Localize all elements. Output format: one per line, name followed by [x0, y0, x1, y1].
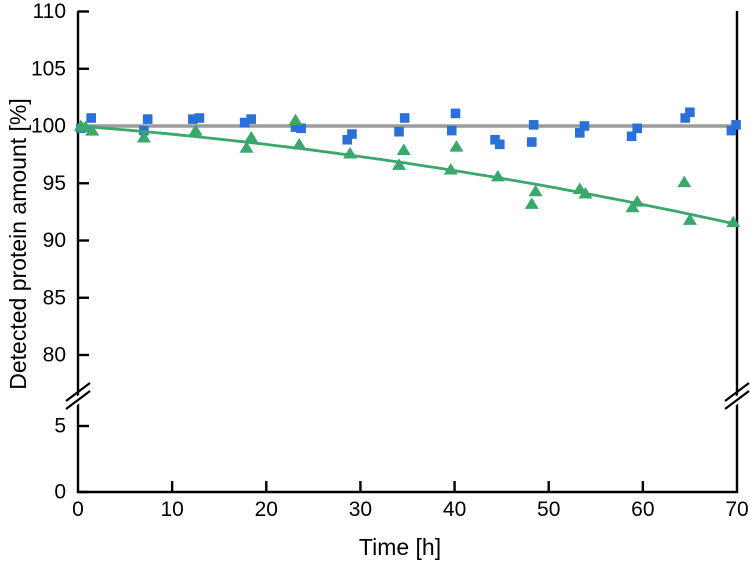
triangle-marker [239, 141, 254, 153]
square-marker [626, 131, 637, 142]
data-layer [73, 107, 741, 228]
square-marker [399, 113, 410, 123]
y-tick-label: 5 [54, 415, 66, 438]
square-marker [446, 125, 457, 136]
y-tick-label: 100 [31, 115, 66, 138]
square-marker [574, 128, 585, 138]
triangle-marker [524, 197, 539, 209]
triangle-marker [136, 130, 151, 143]
square-marker [526, 137, 537, 147]
square-marker [731, 120, 741, 130]
x-tick-label: 30 [349, 498, 372, 521]
triangle-marker [288, 113, 303, 126]
square-marker [394, 126, 404, 137]
triangle-marker [244, 130, 259, 143]
triangle-marker [578, 187, 593, 199]
square-marker [342, 134, 353, 145]
axis-break-slash [65, 390, 91, 410]
axis-break-slash [724, 382, 750, 402]
square-marker [290, 122, 301, 132]
square-marker [579, 121, 590, 131]
triangle-marker [630, 195, 645, 207]
x-tick-label: 70 [725, 498, 748, 521]
triangle-marker [343, 146, 358, 159]
square-marker [296, 123, 306, 134]
x-tick-label: 50 [537, 498, 560, 521]
y-tick-label: 0 [54, 481, 66, 504]
x-tick-label: 40 [443, 498, 466, 521]
y-tick-label: 105 [31, 57, 66, 80]
triangle-marker [449, 140, 464, 152]
y-axis-label: Detected protein amount [%] [5, 98, 31, 390]
triangle-marker [392, 158, 407, 170]
triangle-marker [726, 215, 741, 228]
square-marker [528, 120, 539, 130]
square-marker [632, 123, 643, 134]
square-marker [685, 107, 695, 118]
triangle-marker [85, 124, 100, 136]
text-layer: Time [h] Detected protein amount [%] 80 8… [5, 0, 749, 560]
triangle-marker [490, 169, 505, 182]
square-marker [86, 113, 96, 123]
y-tick-label: 110 [33, 0, 66, 23]
axis-break-slash [724, 390, 750, 410]
y-tick-label: 90 [43, 229, 66, 252]
triangle-marker [396, 143, 411, 156]
square-marker [142, 114, 153, 124]
x-tick-label: 60 [631, 498, 654, 521]
square-marker [347, 129, 357, 139]
square-marker [680, 113, 691, 123]
y-tick-label: 85 [43, 286, 66, 309]
triangle-marker [682, 213, 697, 225]
square-marker [239, 117, 250, 128]
square-marker [188, 114, 198, 124]
x-tick-label: 20 [255, 498, 278, 521]
axes-layer [63, 10, 750, 494]
axis-break-slash [65, 382, 91, 402]
x-tick-label: 0 [72, 498, 84, 521]
y-tick-label: 95 [43, 172, 66, 195]
square-marker [450, 108, 461, 119]
triangle-marker [292, 137, 307, 150]
x-axis-label: Time [h] [359, 534, 441, 560]
triangle-marker [188, 124, 203, 136]
y-tick-label: 80 [43, 344, 66, 367]
square-marker [726, 125, 737, 136]
x-tick-label: 10 [160, 498, 183, 521]
square-marker [246, 114, 257, 124]
square-marker [194, 113, 205, 123]
square-marker [494, 139, 505, 150]
triangle-marker [677, 175, 692, 188]
triangle-marker [443, 163, 458, 175]
fit-curve [77, 124, 738, 226]
triangle-marker [528, 184, 543, 197]
